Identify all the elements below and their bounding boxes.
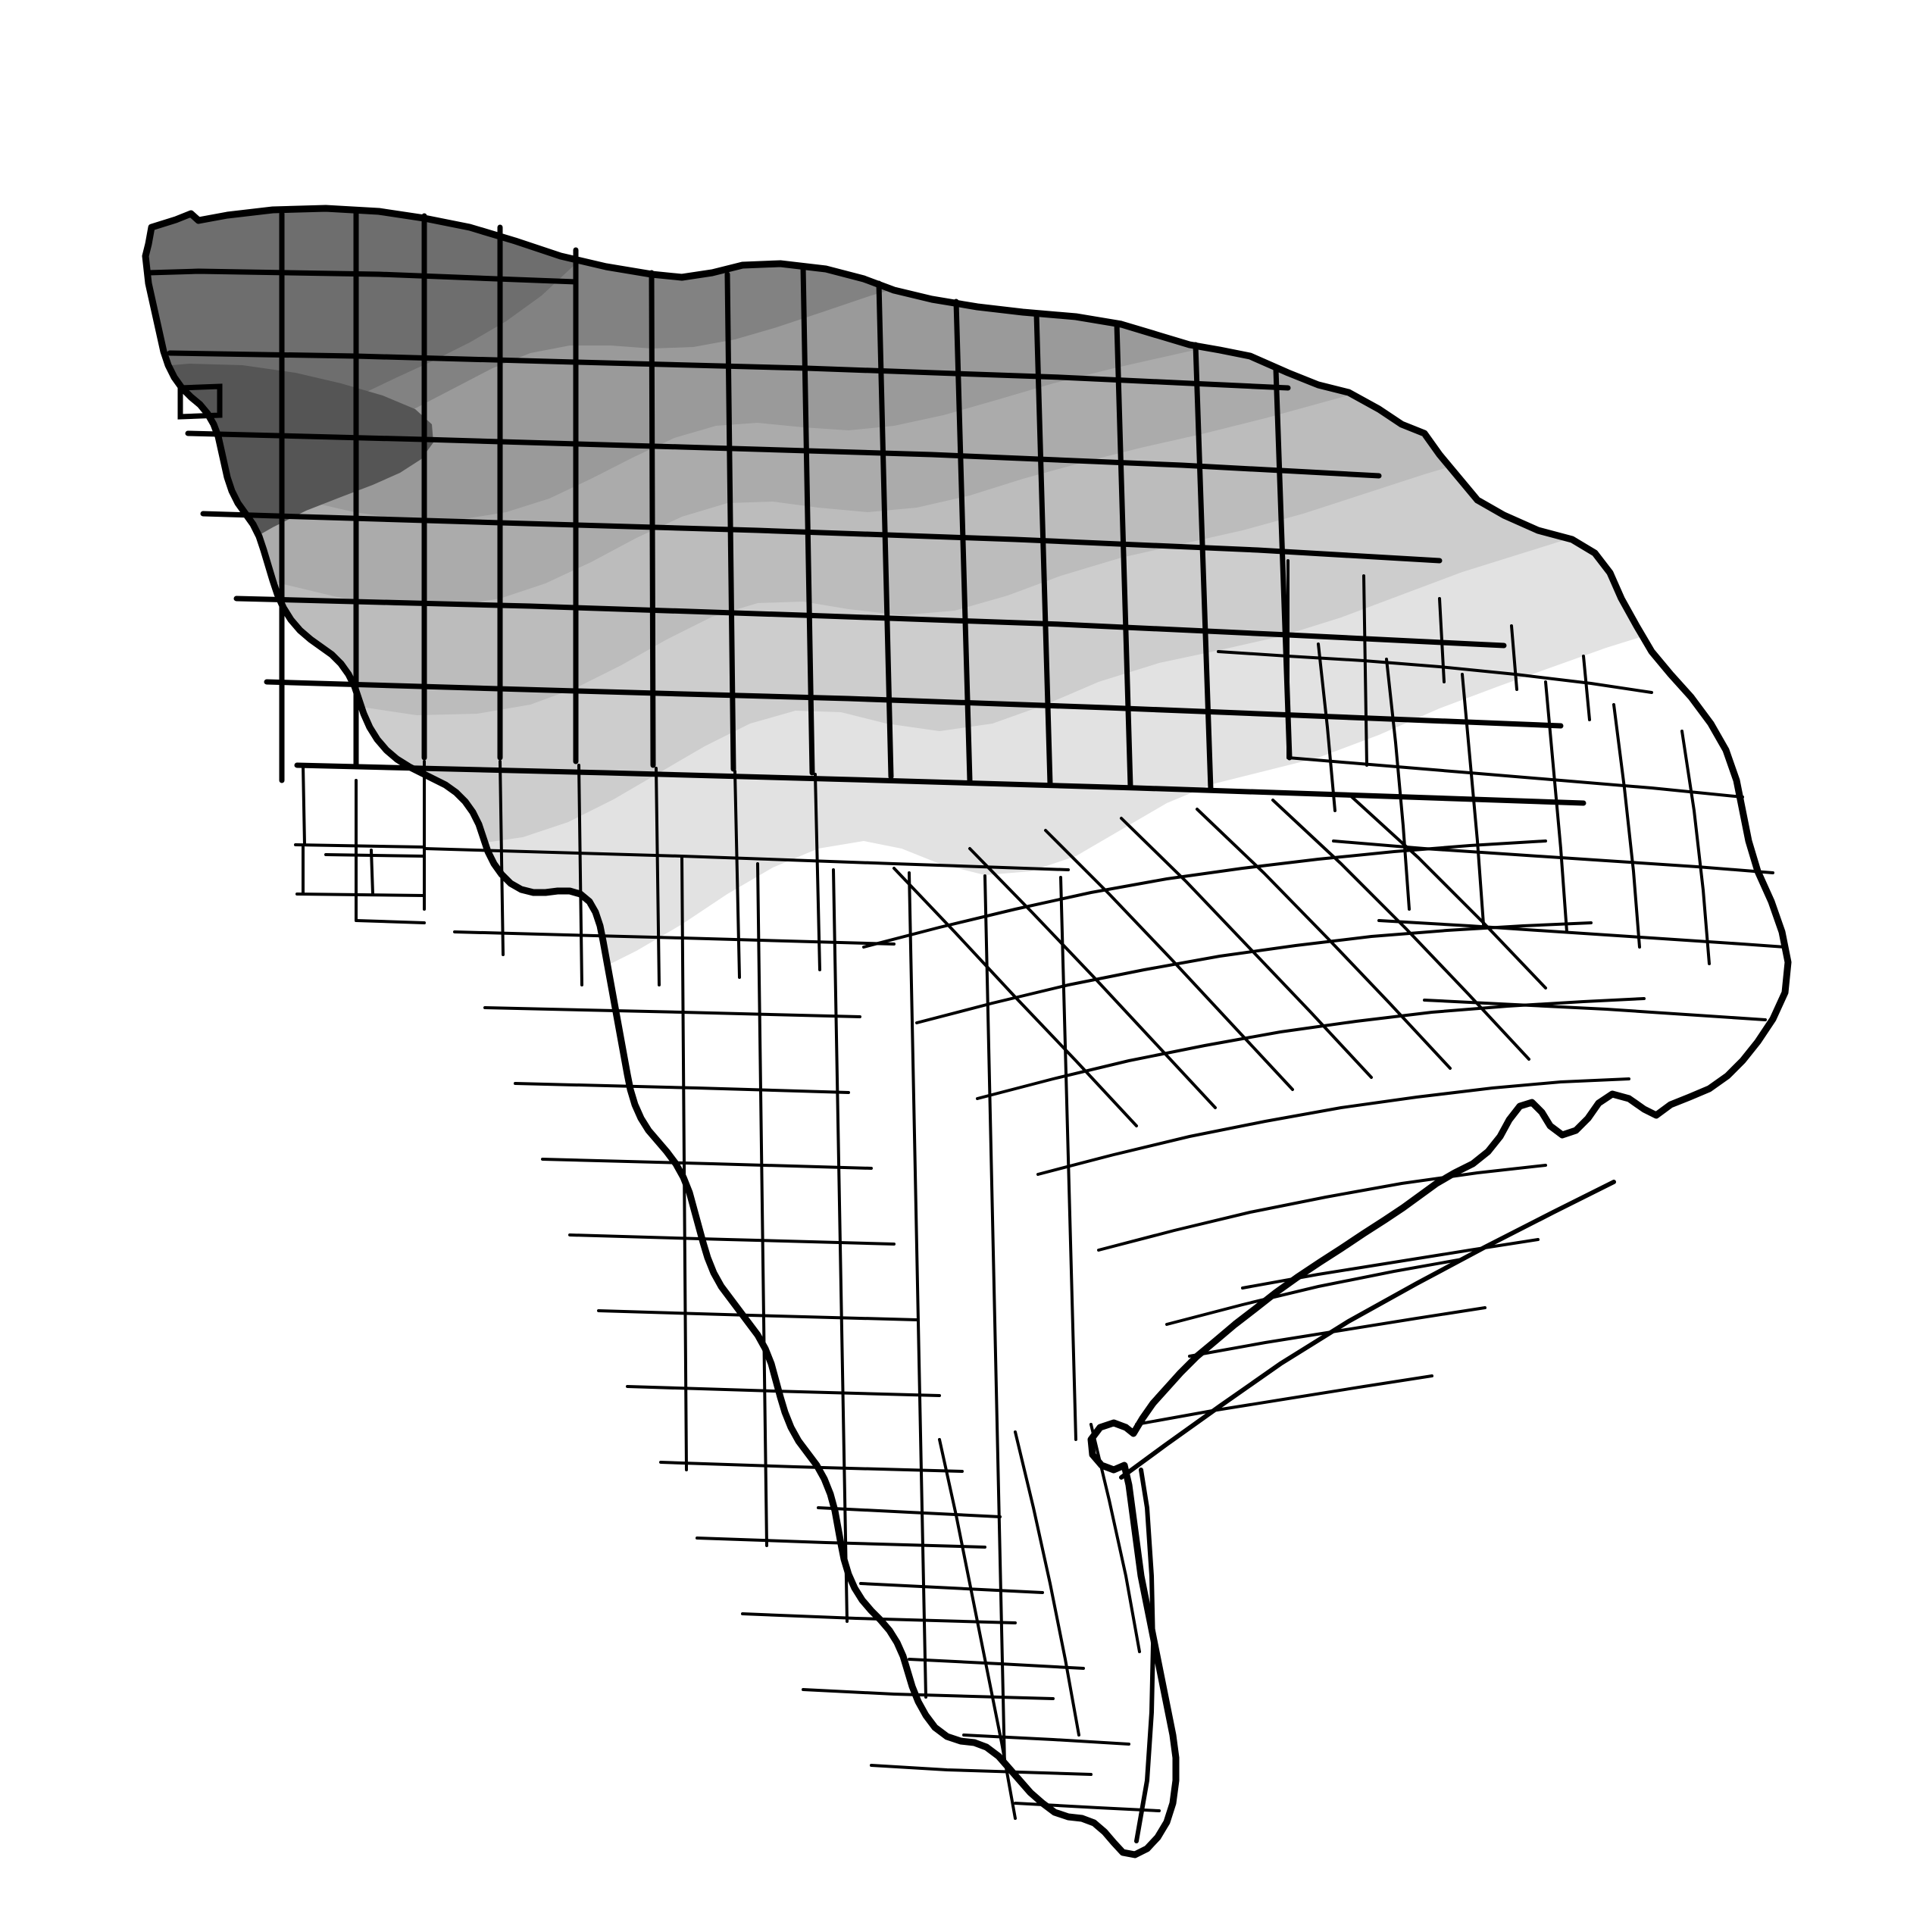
county-lines	[294, 559, 1787, 1843]
